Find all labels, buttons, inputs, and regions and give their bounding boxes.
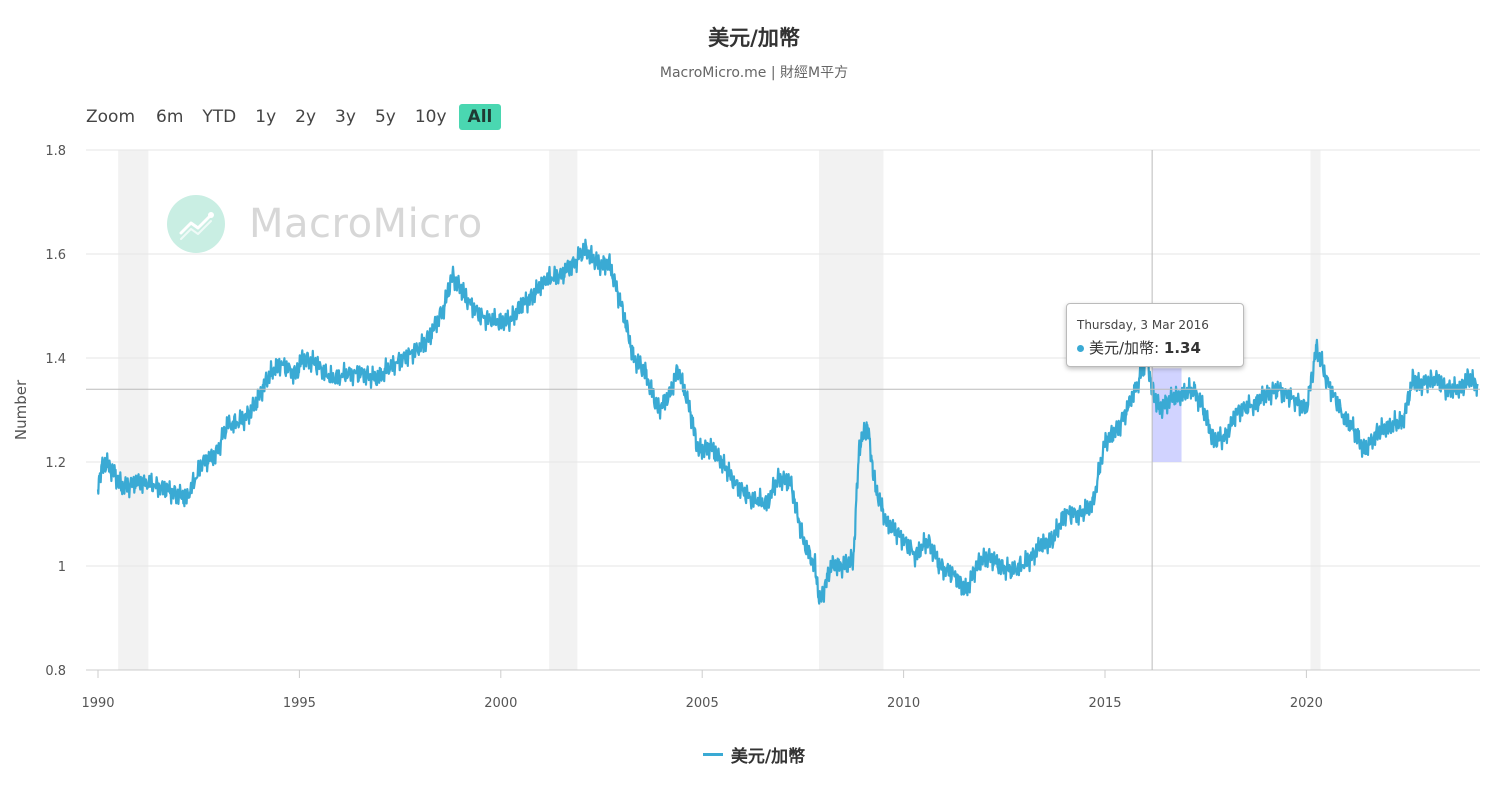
x-axis: 1990 1995 2000 2005 2010 2015 2020 [81,669,1480,711]
tooltip-value: 1.34 [1163,339,1201,357]
tooltip-series-dot-icon [1077,345,1084,352]
range-button-2y[interactable]: 2y [295,107,317,127]
series-layer [96,238,1479,605]
x-tick-label-3: 2005 [686,696,719,711]
y-tick-label-0: 0.8 [45,664,66,679]
range-button-3y[interactable]: 3y [335,107,356,127]
x-tick-label-1: 1995 [283,696,316,711]
x-tick-label-4: 2010 [887,696,920,711]
watermark-text: MacroMicro [249,201,483,247]
zoom-label: Zoom [86,107,136,127]
recession-band-0 [118,150,149,670]
recession-band-2 [819,150,884,670]
recession-band-3 [1310,150,1321,670]
tooltip-series-name: 美元/加幣 [1089,339,1155,357]
tooltip-date: Thursday, 3 Mar 2016 [1077,318,1209,332]
watermark: MacroMicro [167,195,483,253]
range-button-5y[interactable]: 5y [374,107,396,127]
watermark-logo-icon [167,195,225,253]
selection-highlight [1152,368,1182,462]
x-tick-label-5: 2015 [1088,696,1121,711]
legend[interactable]: 美元/加幣 [0,742,1508,767]
tooltip-row: 美元/加幣: 1.34 [1077,337,1201,358]
y-axis: 0.8 1 1.2 1.4 1.6 1.8 [45,144,66,679]
range-button-ytd[interactable]: YTD [202,107,237,127]
chart-title: 美元/加幣 [708,26,800,50]
range-button-1y[interactable]: 1y [255,107,277,127]
y-axis-label: Number [12,379,30,440]
range-button-10y[interactable]: 10y [414,107,447,127]
y-tick-label-5: 1.8 [45,144,66,159]
x-tick-label-2: 2000 [484,696,517,711]
y-tick-label-1: 1 [58,560,66,575]
gridlines [86,149,1480,567]
x-tick-label-0: 1990 [81,696,114,711]
y-tick-label-3: 1.4 [45,352,66,367]
range-selector: Zoom 6m YTD 1y 2y 3y 5y 10y All [86,102,506,132]
y-tick-label-4: 1.6 [45,248,66,263]
range-button-6m[interactable]: 6m [156,107,184,127]
x-tick-label-6: 2020 [1290,696,1323,711]
tooltip: Thursday, 3 Mar 2016 美元/加幣: 1.34 [1066,303,1244,367]
recession-bands [118,150,1321,670]
recession-band-1 [549,150,578,670]
y-tick-label-2: 1.2 [45,456,66,471]
series-line-0 [96,238,1479,605]
range-button-all[interactable]: All [458,104,502,130]
legend-line-icon [702,753,723,756]
legend-item[interactable]: 美元/加幣 [730,747,806,767]
chart-subtitle: MacroMicro.me | 財經M平方 [659,65,849,81]
